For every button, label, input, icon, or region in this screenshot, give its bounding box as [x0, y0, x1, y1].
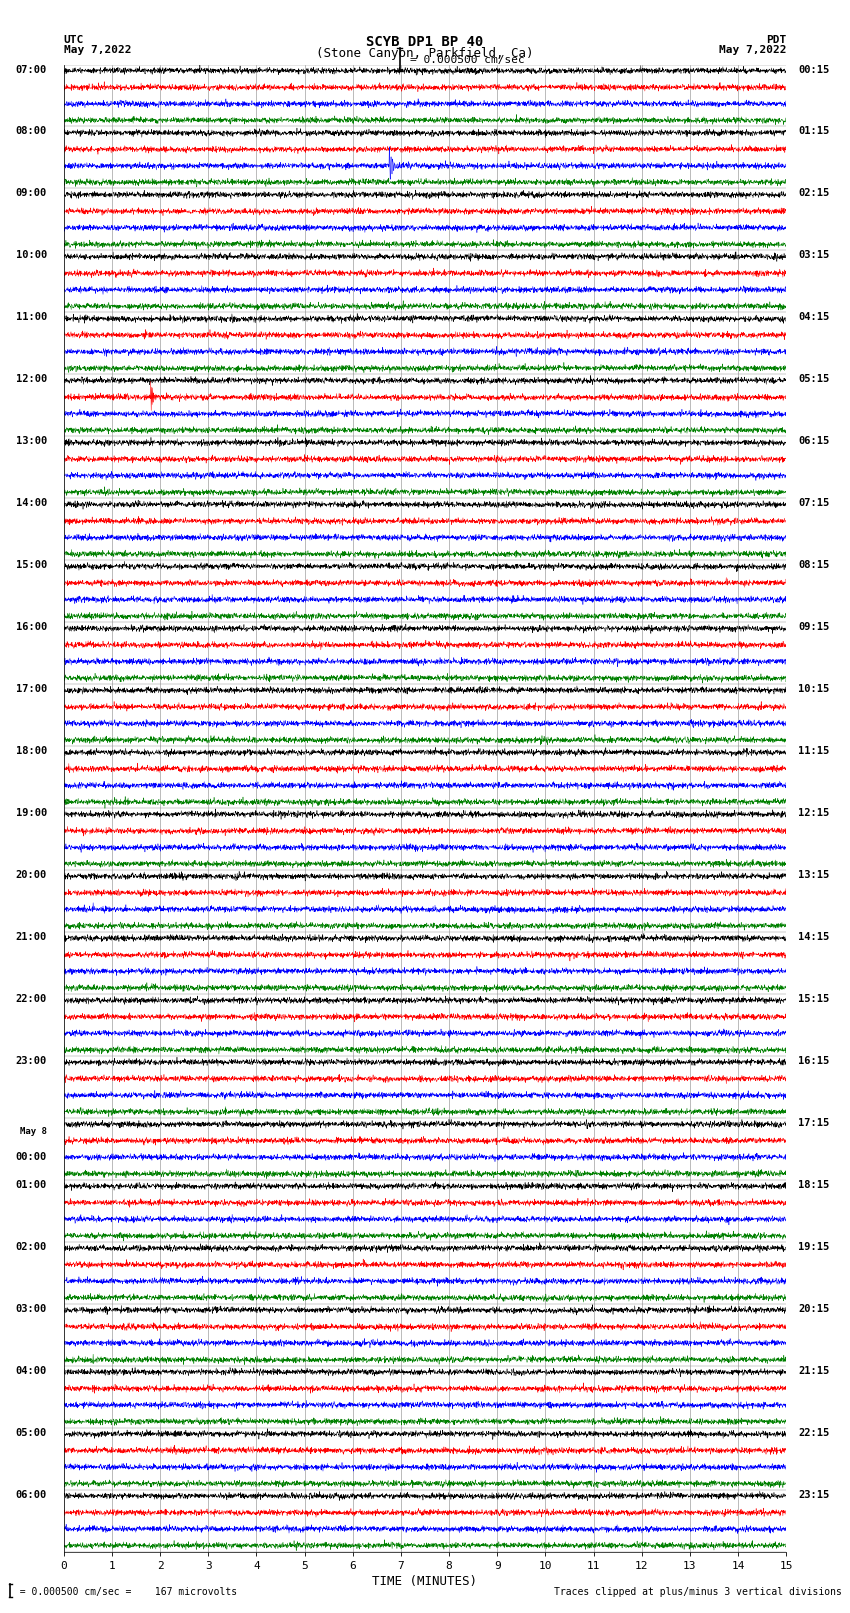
Text: 16:15: 16:15 — [798, 1057, 830, 1066]
Text: 18:00: 18:00 — [15, 747, 47, 756]
Text: 05:00: 05:00 — [15, 1428, 47, 1437]
Text: 02:15: 02:15 — [798, 189, 830, 198]
Text: May 8: May 8 — [20, 1127, 47, 1136]
Text: = 0.000500 cm/sec =    167 microvolts: = 0.000500 cm/sec = 167 microvolts — [8, 1587, 238, 1597]
Text: 02:00: 02:00 — [15, 1242, 47, 1252]
Text: 06:15: 06:15 — [798, 436, 830, 447]
Text: 12:15: 12:15 — [798, 808, 830, 818]
Text: UTC: UTC — [64, 35, 84, 45]
Text: 11:00: 11:00 — [15, 313, 47, 323]
Text: = 0.000500 cm/sec: = 0.000500 cm/sec — [410, 55, 524, 65]
Text: 00:00: 00:00 — [15, 1152, 47, 1161]
Text: 17:15: 17:15 — [798, 1118, 830, 1127]
Text: 10:15: 10:15 — [798, 684, 830, 694]
X-axis label: TIME (MINUTES): TIME (MINUTES) — [372, 1574, 478, 1587]
Text: 08:15: 08:15 — [798, 560, 830, 571]
Text: 07:00: 07:00 — [15, 65, 47, 74]
Text: 07:15: 07:15 — [798, 498, 830, 508]
Text: 15:15: 15:15 — [798, 994, 830, 1003]
Text: 04:00: 04:00 — [15, 1366, 47, 1376]
Text: 09:15: 09:15 — [798, 623, 830, 632]
Text: 03:00: 03:00 — [15, 1303, 47, 1315]
Text: 04:15: 04:15 — [798, 313, 830, 323]
Text: 17:00: 17:00 — [15, 684, 47, 694]
Text: 09:00: 09:00 — [15, 189, 47, 198]
Text: 22:00: 22:00 — [15, 994, 47, 1003]
Text: (Stone Canyon, Parkfield, Ca): (Stone Canyon, Parkfield, Ca) — [316, 47, 534, 60]
Text: 10:00: 10:00 — [15, 250, 47, 260]
Text: PDT: PDT — [766, 35, 786, 45]
Text: 14:15: 14:15 — [798, 932, 830, 942]
Text: 23:00: 23:00 — [15, 1057, 47, 1066]
Text: 01:00: 01:00 — [15, 1181, 47, 1190]
Text: 12:00: 12:00 — [15, 374, 47, 384]
Text: 13:00: 13:00 — [15, 436, 47, 447]
Text: May 7,2022: May 7,2022 — [719, 45, 786, 55]
Text: 00:15: 00:15 — [798, 65, 830, 74]
Text: 03:15: 03:15 — [798, 250, 830, 260]
Text: May 7,2022: May 7,2022 — [64, 45, 131, 55]
Text: 11:15: 11:15 — [798, 747, 830, 756]
Text: 19:00: 19:00 — [15, 808, 47, 818]
Text: 21:00: 21:00 — [15, 932, 47, 942]
Text: 19:15: 19:15 — [798, 1242, 830, 1252]
Text: 16:00: 16:00 — [15, 623, 47, 632]
Text: 05:15: 05:15 — [798, 374, 830, 384]
Text: 13:15: 13:15 — [798, 869, 830, 881]
Text: SCYB DP1 BP 40: SCYB DP1 BP 40 — [366, 35, 484, 50]
Text: 21:15: 21:15 — [798, 1366, 830, 1376]
Text: 20:15: 20:15 — [798, 1303, 830, 1315]
Text: 18:15: 18:15 — [798, 1181, 830, 1190]
Text: 01:15: 01:15 — [798, 126, 830, 137]
Text: 22:15: 22:15 — [798, 1428, 830, 1437]
Text: 08:00: 08:00 — [15, 126, 47, 137]
Text: 20:00: 20:00 — [15, 869, 47, 881]
Text: 23:15: 23:15 — [798, 1490, 830, 1500]
Text: 14:00: 14:00 — [15, 498, 47, 508]
Text: 06:00: 06:00 — [15, 1490, 47, 1500]
Text: Traces clipped at plus/minus 3 vertical divisions: Traces clipped at plus/minus 3 vertical … — [553, 1587, 842, 1597]
Text: 15:00: 15:00 — [15, 560, 47, 571]
